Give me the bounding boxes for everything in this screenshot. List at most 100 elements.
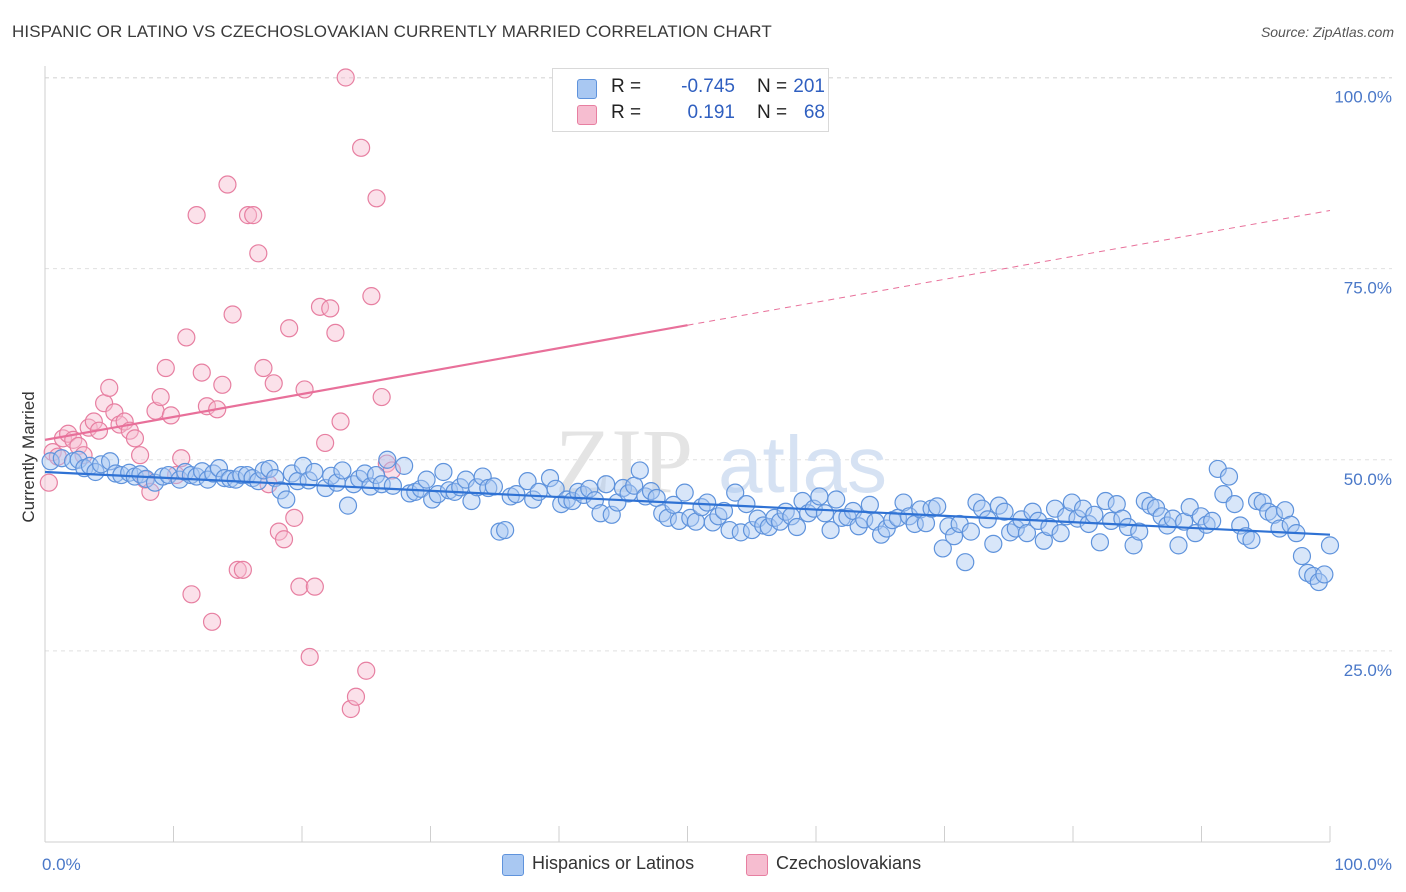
trendlines [44, 210, 1331, 536]
czechoslovakians-point [336, 68, 355, 87]
hispanics-point [417, 470, 436, 489]
hispanics-point [832, 508, 851, 527]
hispanics-point [956, 553, 975, 572]
hispanics-point [580, 479, 599, 498]
hispanics-point [597, 475, 616, 494]
czechoslovakians-point [357, 661, 376, 680]
hispanics-point [961, 522, 980, 541]
hispanics-point [613, 478, 633, 498]
legend-n-label: N = [757, 76, 788, 97]
hispanics-point [1085, 505, 1104, 524]
czechoslovakians-point [264, 374, 283, 393]
hispanics-point [484, 477, 504, 496]
hispanics-point [731, 523, 750, 542]
hispanics-point [1040, 517, 1059, 537]
hispanics-point [568, 482, 588, 501]
czechoslovakians-point [39, 473, 58, 492]
legend-r-value: 0.191 [687, 102, 735, 123]
czechoslovakians-point [182, 585, 201, 604]
legend-label-hispanics: Hispanics or Latinos [532, 853, 695, 873]
hispanics-point [894, 493, 913, 512]
correlation-legend: R = -0.745 N = 201 R = 0.191 N = 68 [552, 68, 829, 132]
hispanics-point [204, 464, 223, 483]
czechoslovakians-point [290, 577, 309, 596]
hispanics-point [41, 452, 60, 471]
czechoslovakians-point [331, 412, 350, 431]
czechoslovakians-point [367, 189, 386, 208]
hispanics-point [698, 493, 717, 512]
czechoslovakians-trendline-extension [687, 210, 1331, 326]
hispanics-point [984, 534, 1003, 553]
watermark-atlas: atlas [718, 420, 887, 509]
hispanics-point [1242, 530, 1261, 550]
czechoslovakians-point [346, 687, 366, 706]
czechoslovakians-point [213, 375, 232, 394]
hispanics-point [221, 469, 240, 488]
hispanics-point [1264, 505, 1283, 524]
hispanics-point [815, 504, 835, 523]
x-tick-label-min: 0.0% [42, 855, 81, 874]
hispanics-point [271, 481, 290, 500]
hispanics-point [810, 487, 829, 506]
hispanics-point [540, 468, 560, 488]
hispanics-point [939, 517, 958, 536]
czechoslovakians-point [228, 560, 247, 579]
czechoslovakians-point [125, 429, 145, 448]
czechoslovakians-point [362, 287, 381, 306]
czechoslovakians-point [172, 449, 191, 468]
czechoslovakians-point [372, 387, 391, 407]
hispanics-point [978, 510, 997, 529]
czechoslovakians-point [177, 328, 196, 347]
hispanics-point [260, 459, 279, 479]
czechoslovakians-point [352, 138, 371, 157]
legend-label-czechoslovakians: Czechoslovakians [776, 853, 922, 873]
czechoslovakians-point [274, 530, 294, 549]
y-tick-label: 75.0% [1344, 279, 1392, 298]
legend-n-value: 201 [793, 76, 825, 97]
hispanics-point [1062, 493, 1081, 512]
hispanics-point [1017, 524, 1037, 543]
hispanics-point [411, 479, 431, 498]
hispanics-point [1320, 536, 1340, 555]
hispanics-trendline [44, 470, 1331, 536]
hispanics-point [827, 490, 846, 509]
hispanics-point [1090, 533, 1110, 552]
czechoslovakians-point [192, 363, 211, 382]
source-label: Source: ZipAtlas.com [1260, 24, 1394, 40]
czechoslovakians-point [218, 175, 237, 194]
hispanics-point [496, 520, 515, 540]
czechoslovakians-point [280, 319, 299, 338]
hispanics-points [41, 449, 1340, 592]
legend-n-value: 68 [803, 102, 825, 123]
hispanics-point [737, 494, 756, 514]
czechoslovakians-point [238, 206, 258, 225]
czechoslovakians-point [223, 305, 242, 324]
hispanics-point [378, 450, 397, 469]
czechoslovakians-point [244, 206, 263, 225]
czechoslovakians-point [187, 206, 206, 225]
hispanics-point [675, 483, 694, 502]
hispanics-point [995, 502, 1014, 521]
legend-n-label: N = [757, 102, 788, 123]
chart-title: HISPANIC OR LATINO VS CZECHOSLOVAKIAN CU… [12, 22, 772, 41]
hispanics-point [406, 482, 425, 501]
hispanics-point [630, 461, 649, 480]
hispanics-point [232, 465, 251, 485]
hispanics-point [1203, 511, 1222, 531]
hispanics-point [860, 495, 879, 514]
hispanics-point [1225, 494, 1244, 514]
legend-swatch-czechoslovakians [746, 854, 768, 876]
czechoslovakians-point [100, 378, 119, 397]
hispanics-point [305, 462, 324, 482]
hispanics-point [209, 459, 229, 478]
czechoslovakians-point [84, 412, 103, 431]
hispanics-point [1130, 522, 1149, 541]
czechoslovakians-point [305, 577, 324, 596]
legend-swatch-czechoslovakians [577, 105, 597, 125]
hispanics-point [237, 465, 257, 485]
legend-r-label: R = [611, 76, 642, 97]
hispanics-point [1124, 536, 1143, 555]
hispanics-point [338, 496, 358, 515]
hispanics-point [709, 507, 728, 526]
